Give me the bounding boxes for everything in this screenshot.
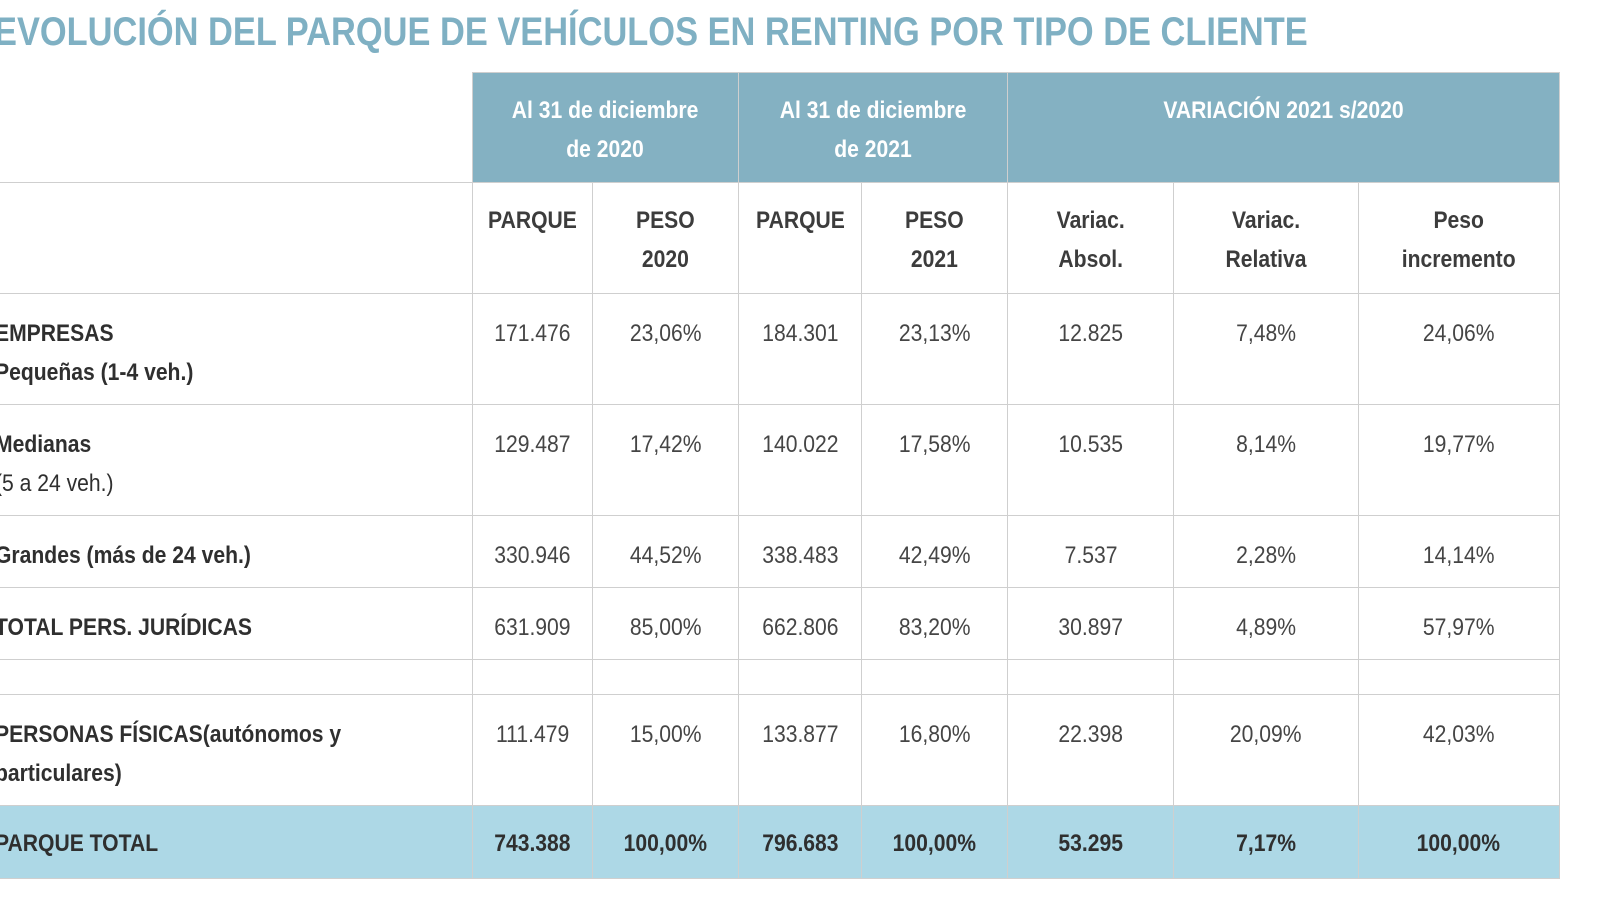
cell: 7,48% (1173, 293, 1359, 405)
row-label: Grandes (más de 24 veh.) (0, 515, 473, 588)
col-header-peso-incremento: Peso incremento (1357, 182, 1561, 294)
col-header-peso-2021: PESO 2021 (860, 182, 1009, 294)
total-cell: 743.388 (471, 805, 593, 879)
cell: 184.301 (738, 293, 862, 405)
cell: 30.897 (1007, 587, 1175, 660)
cell: 15,00% (591, 694, 740, 806)
col-header-parque-2020: PARQUE (471, 182, 593, 294)
cell: 171.476 (471, 293, 593, 405)
col-header-variac-absol: Variac. Absol. (1007, 182, 1175, 294)
table-row: EMPRESAS Pequeñas (1-4 veh.) 171.476 23,0… (0, 293, 1561, 405)
cell: 10.535 (1007, 404, 1175, 516)
total-label: PARQUE TOTAL (0, 805, 473, 879)
cell: 7.537 (1007, 515, 1175, 588)
table-title: EVOLUCIÓN DEL PARQUE DE VEHÍCULOS EN REN… (0, 10, 1308, 54)
total-cell: 7,17% (1173, 805, 1359, 879)
cell: 83,20% (860, 587, 1009, 660)
cell: 129.487 (471, 404, 593, 516)
renting-fleet-table: Al 31 de diciembre de 2020 Al 31 de dicie… (0, 72, 1561, 879)
spacer-row (0, 659, 1561, 695)
spacer-cell (471, 659, 593, 695)
cell: 24,06% (1357, 293, 1561, 405)
cell: 22.398 (1007, 694, 1175, 806)
cell: 17,58% (860, 404, 1009, 516)
spacer-cell (0, 659, 473, 695)
row-label: EMPRESAS Pequeñas (1-4 veh.) (0, 293, 473, 405)
spacer-cell (1007, 659, 1175, 695)
cell: 338.483 (738, 515, 862, 588)
cell: 662.806 (738, 587, 862, 660)
cell: 631.909 (471, 587, 593, 660)
cell: 57,97% (1357, 587, 1561, 660)
cell: 42,03% (1357, 694, 1561, 806)
cell: 8,14% (1173, 404, 1359, 516)
header-group-2020: Al 31 de diciembre de 2020 (471, 72, 740, 183)
spacer-cell (591, 659, 740, 695)
cell: 19,77% (1357, 404, 1561, 516)
table-row: TOTAL PERS. JURÍDICAS 631.909 85,00% 662… (0, 587, 1561, 660)
cell: 16,80% (860, 694, 1009, 806)
total-cell: 796.683 (738, 805, 862, 879)
cell: 23,13% (860, 293, 1009, 405)
total-cell: 100,00% (860, 805, 1009, 879)
table-row: Medianas (5 a 24 veh.) 129.487 17,42% 140… (0, 404, 1561, 516)
cell: 12.825 (1007, 293, 1175, 405)
table-row: Grandes (más de 24 veh.) 330.946 44,52% … (0, 515, 1561, 588)
total-cell: 53.295 (1007, 805, 1175, 879)
col-header-variac-relativa: Variac. Relativa (1173, 182, 1359, 294)
header-row-columns: PARQUE PESO 2020 PARQUE PESO 2021 Variac. A… (0, 182, 1561, 294)
spacer-cell (738, 659, 862, 695)
cell: 44,52% (591, 515, 740, 588)
cell: 14,14% (1357, 515, 1561, 588)
row-label: PERSONAS FÍSICAS(autónomos y particulares… (0, 694, 473, 806)
total-row: PARQUE TOTAL 743.388 100,00% 796.683 100… (0, 805, 1561, 879)
cell: 133.877 (738, 694, 862, 806)
cell: 4,89% (1173, 587, 1359, 660)
spacer-cell (1173, 659, 1359, 695)
header-row-groups: Al 31 de diciembre de 2020 Al 31 de dicie… (0, 72, 1560, 183)
cell: 20,09% (1173, 694, 1359, 806)
table-row: PERSONAS FÍSICAS(autónomos y particulares… (0, 694, 1561, 806)
cell: 42,49% (860, 515, 1009, 588)
col-header-peso-2020: PESO 2020 (591, 182, 740, 294)
row-label: Medianas (5 a 24 veh.) (0, 404, 473, 516)
cell: 330.946 (471, 515, 593, 588)
spacer-cell (1357, 659, 1561, 695)
total-cell: 100,00% (1357, 805, 1561, 879)
cell: 23,06% (591, 293, 740, 405)
spacer-cell (860, 659, 1009, 695)
cell: 85,00% (591, 587, 740, 660)
header-label-blank (0, 182, 473, 294)
cell: 2,28% (1173, 515, 1359, 588)
cell: 111.479 (471, 694, 593, 806)
header-group-2021: Al 31 de diciembre de 2021 (737, 72, 1009, 183)
cell: 140.022 (738, 404, 862, 516)
header-corner (0, 72, 473, 183)
header-group-variation: VARIACIÓN 2021 s/2020 (1007, 72, 1560, 183)
col-header-parque-2021: PARQUE (738, 182, 862, 294)
total-cell: 100,00% (591, 805, 740, 879)
row-label: TOTAL PERS. JURÍDICAS (0, 587, 473, 660)
cell: 17,42% (591, 404, 740, 516)
